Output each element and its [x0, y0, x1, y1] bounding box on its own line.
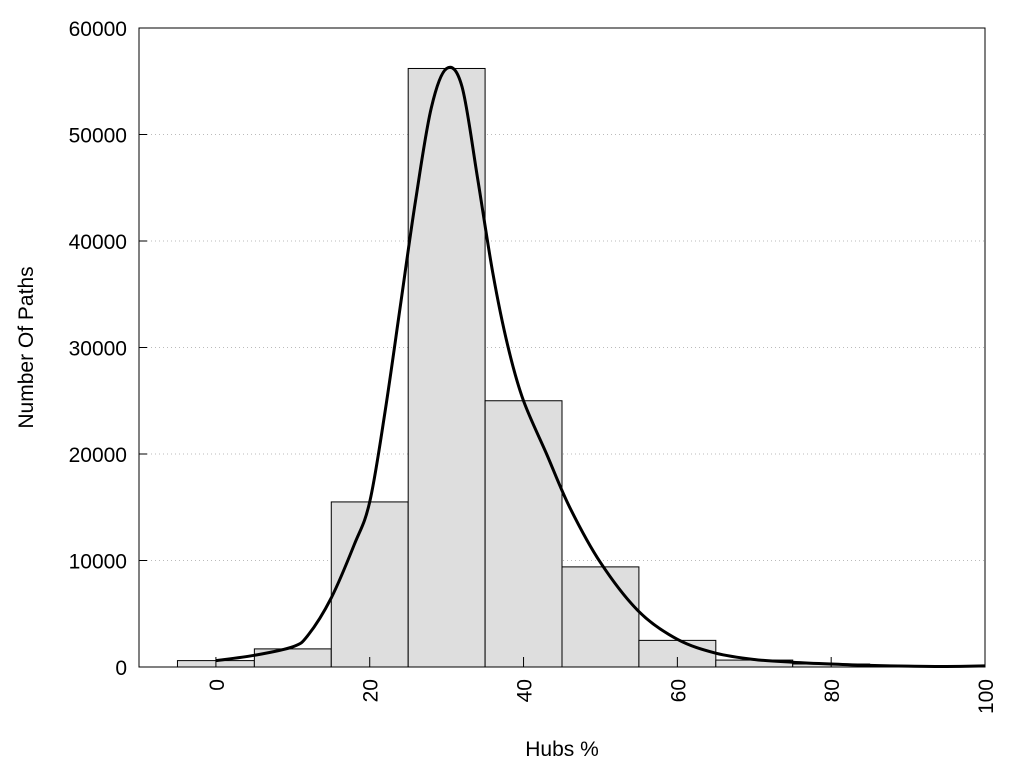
y-tick-label: 10000 — [69, 551, 127, 574]
grid-lines — [139, 134, 985, 561]
histogram-bar — [253, 648, 332, 668]
histogram-bar — [561, 566, 640, 668]
axis-ticks: 0 10000 20000 30000 40000 50000 60000 0 20 40 60 80… — [69, 18, 998, 714]
y-tick-label: 60000 — [69, 18, 127, 41]
histogram-bars — [176, 67, 986, 668]
x-axis-title: Hubs % — [525, 738, 599, 761]
density-curve-line — [215, 65, 986, 669]
x-tick-label: 60 — [667, 679, 690, 702]
y-tick-label: 20000 — [69, 444, 127, 467]
y-tick-label: 0 — [115, 657, 127, 680]
y-tick-label: 40000 — [69, 231, 127, 254]
y-axis-title: Number Of Paths — [15, 266, 38, 428]
x-tick-label: 40 — [514, 679, 537, 702]
y-tick-label: 50000 — [69, 125, 127, 148]
y-tick-label: 30000 — [69, 338, 127, 361]
x-tick-label: 100 — [975, 679, 998, 714]
x-tick-label: 80 — [821, 679, 844, 702]
density-curve — [215, 65, 986, 669]
x-tick-label: 20 — [360, 679, 383, 702]
x-tick-label: 0 — [206, 679, 229, 691]
histogram-bar — [484, 400, 563, 668]
histogram-bar — [330, 501, 409, 668]
